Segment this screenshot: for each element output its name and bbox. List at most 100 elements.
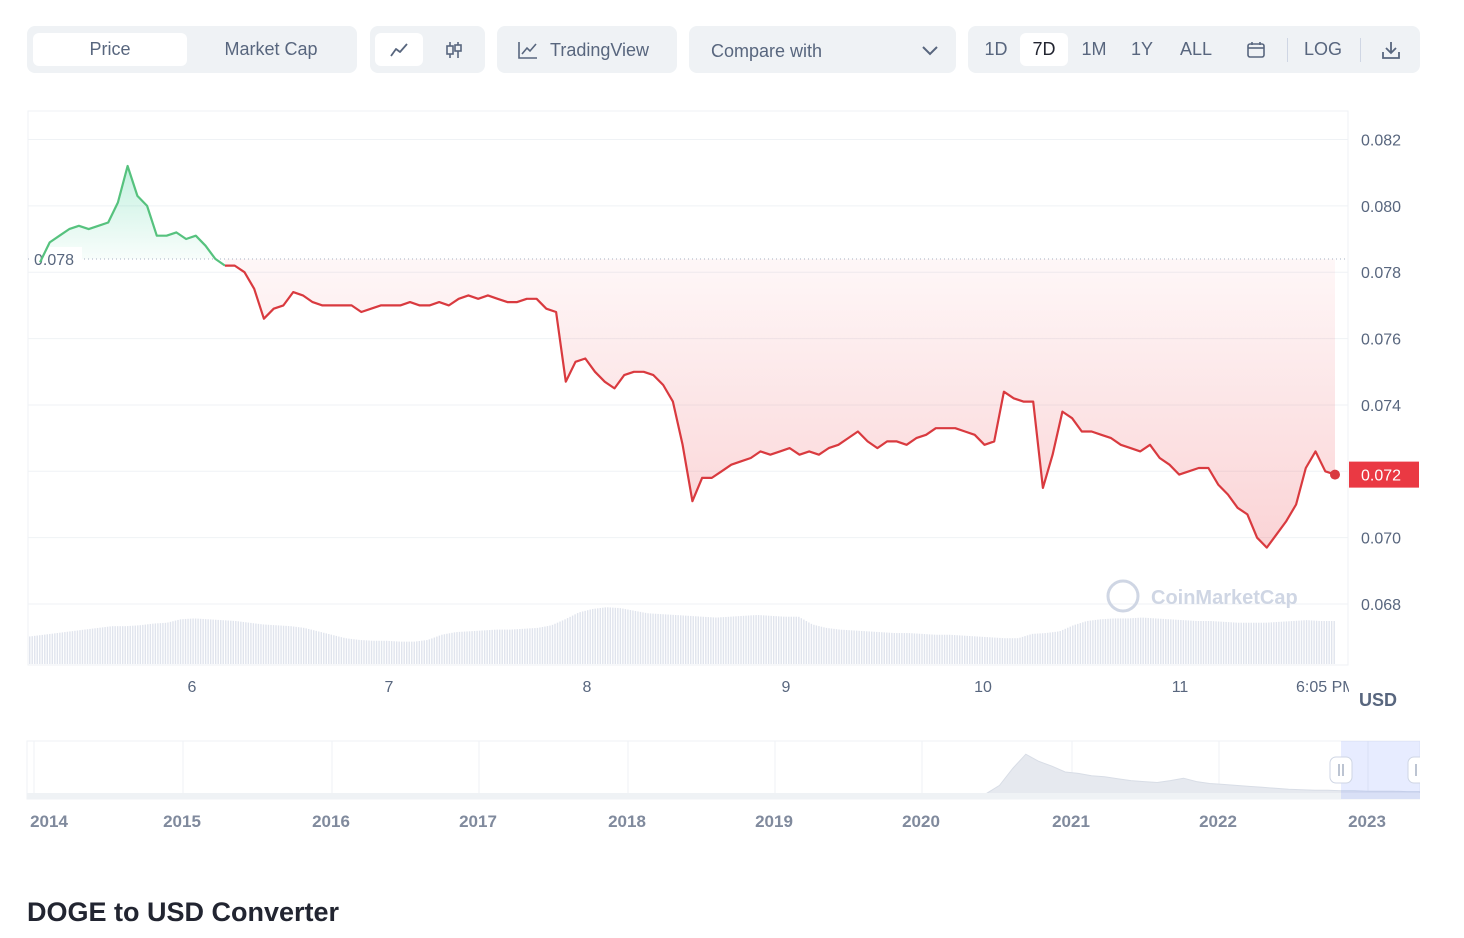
range-1y-button[interactable]: 1Y [1130,39,1154,59]
date-picker-button[interactable] [1235,33,1277,66]
year-label: 2017 [459,812,497,831]
volume-bar [883,632,885,664]
calendar-icon [1247,41,1265,58]
volume-bar [400,641,403,664]
volume-bar [335,635,338,664]
volume-bar [735,616,737,664]
range-all-button[interactable]: ALL [1179,39,1213,59]
volume-bar [1014,638,1016,664]
volume-bar [1303,620,1305,664]
volume-bar [313,630,315,664]
volume-bar [378,640,380,664]
volume-bar [1265,622,1268,664]
volume-bar [576,613,579,664]
volume-bar [868,631,870,664]
volume-bar [189,618,192,664]
volume-bar [1036,633,1039,664]
navigator-handle-left[interactable] [1329,756,1353,784]
range-1d-button[interactable]: 1D [984,39,1008,59]
volume-bar [1230,622,1232,664]
volume-bar [1197,621,1200,664]
volume-bar [1278,621,1280,664]
volume-bar [74,630,76,664]
volume-bar [810,623,813,664]
volume-bar [916,633,918,664]
download-button[interactable] [1370,33,1412,66]
volume-bar [855,630,858,664]
volume-bar [79,630,81,664]
candlestick-chart-button[interactable] [430,33,478,66]
volume-bar [338,636,340,664]
volume-bar [1210,621,1212,664]
volume-bar [406,641,408,664]
range-7d-button[interactable]: 7D [1020,33,1068,66]
tradingview-button[interactable] [497,26,677,73]
volume-bar [483,630,486,664]
volume-bar [609,607,612,664]
volume-bar [1062,629,1064,664]
volume-bar [300,627,302,664]
volume-bar [478,630,481,664]
log-scale-button[interactable]: LOG [1303,39,1342,59]
volume-bar [1320,621,1323,664]
volume-bar [1077,623,1079,664]
x-tick-label: 6:05 PM [1296,679,1356,696]
volume-bar [463,631,466,664]
line-chart-button[interactable] [375,33,423,66]
volume-bar [1313,620,1315,664]
loss-area [225,258,1335,548]
candlestick-icon [446,41,462,58]
volume-bar [1139,617,1142,664]
volume-bar [1155,618,1157,664]
volume-bar [1237,622,1240,664]
volume-bar [1006,638,1009,664]
volume-bar [1004,638,1006,664]
volume-bar [730,616,732,664]
volume-bar [843,629,845,664]
volume-bar [1215,621,1217,664]
tradingview-icon [518,42,537,59]
volume-bar [871,631,873,664]
volume-bar [129,625,131,664]
x-tick-label: 11 [1172,679,1189,696]
volume-bar [1129,618,1132,664]
x-tick-label: 6 [188,679,197,696]
volume-bar [220,620,222,664]
volume-bar [1112,618,1114,664]
volume-bar [747,615,750,664]
tab-market-cap[interactable]: Market Cap [224,39,318,59]
volume-bar [669,614,672,664]
volume-bar [295,626,297,664]
volume-bar [1268,622,1270,664]
volume-bar [132,625,134,664]
volume-bar [1305,620,1308,664]
volume-bar [740,616,742,664]
volume-bar [519,629,521,664]
year-label: 2018 [608,812,646,831]
volume-bar [1200,621,1202,664]
volume-bar [903,633,906,664]
volume-bar [458,631,461,664]
volume-bar [242,621,245,664]
volume-bar [551,624,554,664]
volume-bar [524,628,526,664]
tab-price[interactable]: Price [33,33,187,66]
volume-bar [232,620,234,664]
range-1m-button[interactable]: 1M [1081,39,1107,59]
volume-bar [991,637,994,664]
volume-bar [1094,619,1097,664]
volume-bar [1051,632,1054,664]
volume-bar [629,610,632,664]
volume-bar [742,615,745,664]
volume-bar [240,621,242,664]
volume-bar [1099,619,1102,664]
volume-bar [921,633,923,664]
volume-bar [815,625,818,664]
compare-dropdown[interactable] [689,26,956,73]
volume-bar [1044,633,1046,664]
volume-bar [659,614,662,664]
volume-bar [1220,621,1222,664]
volume-bar [981,636,983,664]
volume-bar [627,609,629,664]
